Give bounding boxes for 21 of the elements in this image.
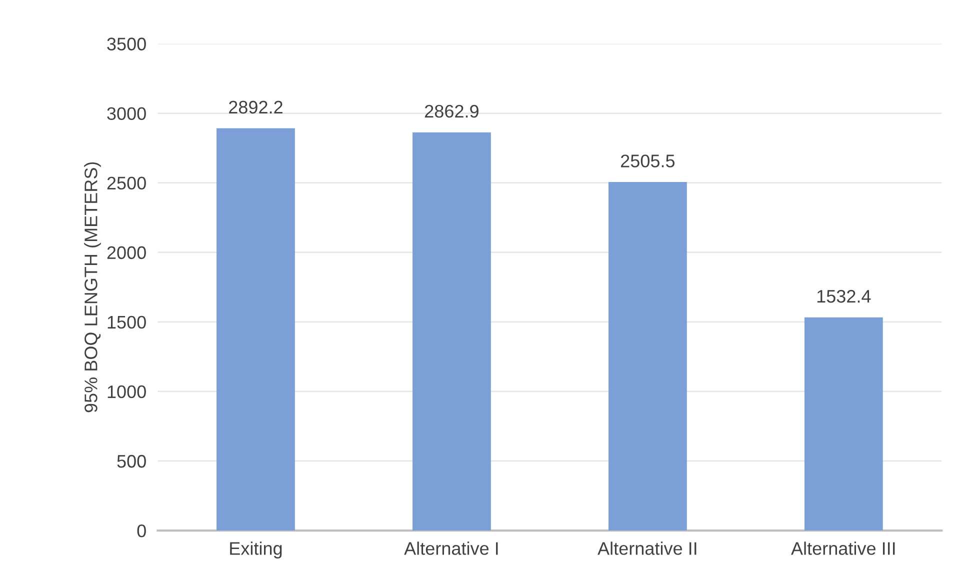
bar — [804, 317, 883, 531]
y-axis-title: 95% BOQ LENGTH (METERS) — [84, 162, 101, 412]
x-tick-label: Alternative II — [598, 542, 696, 555]
x-tick-label: Exiting — [230, 542, 282, 558]
y-tick-label: 1000 — [108, 385, 146, 398]
y-tick-label: 1500 — [108, 316, 146, 329]
data-label: 2862.9 — [425, 104, 478, 118]
data-label: 1532.4 — [817, 290, 871, 303]
x-tick-label: Alternative III — [791, 542, 895, 555]
y-tick-label: 2500 — [107, 176, 146, 190]
bar — [608, 182, 687, 531]
bar — [412, 132, 491, 531]
y-tick-label: 2000 — [107, 246, 146, 260]
y-tick-label: 3500 — [107, 38, 146, 50]
y-tick-label: 0 — [137, 524, 146, 538]
bar — [216, 128, 295, 531]
data-label: 2505.5 — [620, 154, 675, 168]
y-tick-label: 500 — [117, 454, 146, 468]
data-label: 2892.2 — [229, 100, 282, 114]
y-tick-label: 3000 — [107, 107, 146, 120]
x-tick-label: Alternative I — [404, 542, 498, 555]
